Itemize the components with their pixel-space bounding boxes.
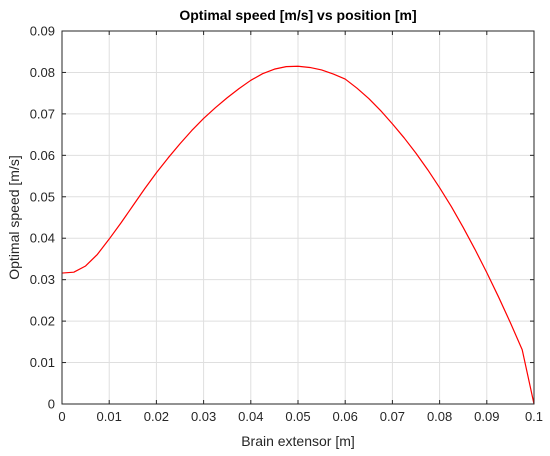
y-axis-label: Optimal speed [m/s]: [6, 155, 22, 280]
y-tick-label: 0.06: [30, 148, 55, 163]
y-tick-label: 0.08: [30, 65, 55, 80]
x-tick-label: 0: [58, 409, 65, 424]
x-tick-label: 0.05: [285, 409, 310, 424]
y-tick-label: 0.07: [30, 106, 55, 121]
x-tick-label: 0.04: [238, 409, 263, 424]
y-tick-label: 0.03: [30, 272, 55, 287]
y-tick-label: 0.09: [30, 24, 55, 39]
y-tick-label: 0.02: [30, 314, 55, 329]
x-tick-label: 0.09: [474, 409, 499, 424]
x-tick-label: 0.03: [191, 409, 216, 424]
axes-box: [61, 30, 535, 405]
chart-title: Optimal speed [m/s] vs position [m]: [179, 7, 416, 23]
x-tick-label: 0.02: [144, 409, 169, 424]
x-tick-label: 0.1: [525, 409, 543, 424]
x-axis-label: Brain extensor [m]: [241, 433, 355, 449]
y-tick-label: 0.05: [30, 189, 55, 204]
y-tick-label: 0.04: [30, 231, 55, 246]
x-tick-label: 0.07: [380, 409, 405, 424]
y-tick-label: 0: [48, 397, 55, 412]
series-line: [61, 65, 535, 405]
x-tick-label: 0.01: [97, 409, 122, 424]
x-tick-label: 0.06: [333, 409, 358, 424]
x-tick-label: 0.08: [427, 409, 452, 424]
y-tick-label: 0.01: [30, 355, 55, 370]
